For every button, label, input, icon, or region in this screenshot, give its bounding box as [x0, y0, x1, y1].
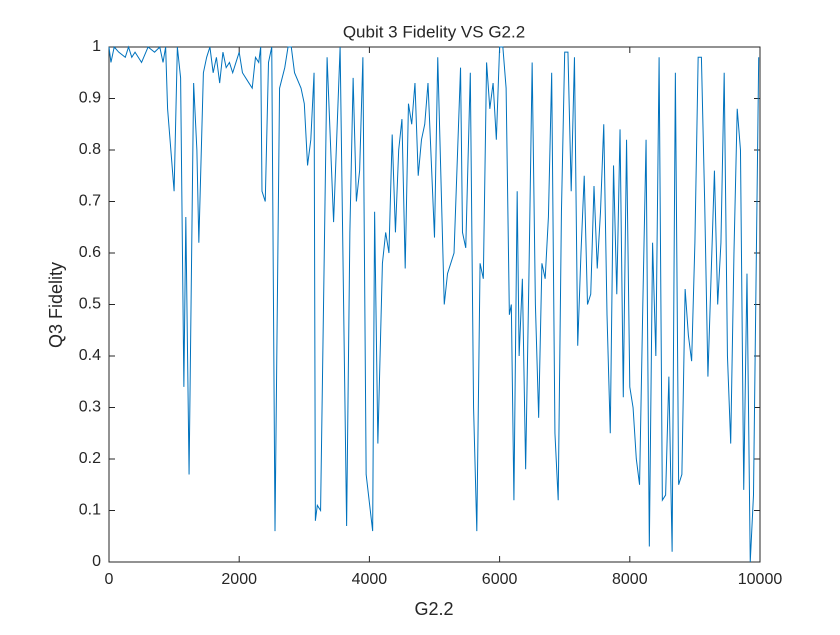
- y-tick-label: 0.5: [79, 296, 101, 313]
- y-tick-label: 0.9: [79, 90, 101, 107]
- y-tick-label: 0.2: [79, 450, 101, 467]
- y-tick-label: 0.1: [79, 502, 101, 519]
- y-axis-label: Q3 Fidelity: [46, 262, 66, 348]
- x-axis-label: G2.2: [414, 599, 453, 619]
- y-tick-label: 0.8: [79, 141, 101, 158]
- data-line: [108, 45, 760, 563]
- x-tick-label: 8000: [612, 571, 648, 588]
- y-tick-label: 1: [92, 38, 101, 55]
- x-tick-label: 4000: [352, 571, 388, 588]
- y-tick-label: 0.6: [79, 244, 101, 261]
- y-tick-label: 0.3: [79, 399, 101, 416]
- y-tick-label: 0.7: [79, 193, 101, 210]
- y-tick-label: 0.4: [79, 347, 101, 364]
- x-tick-label: 10000: [738, 571, 783, 588]
- x-tick-label: 0: [105, 571, 114, 588]
- x-tick-label: 6000: [482, 571, 518, 588]
- x-tick-label: 2000: [221, 571, 257, 588]
- chart-title: Qubit 3 Fidelity VS G2.2: [343, 22, 525, 41]
- y-tick-label: 0: [92, 553, 101, 570]
